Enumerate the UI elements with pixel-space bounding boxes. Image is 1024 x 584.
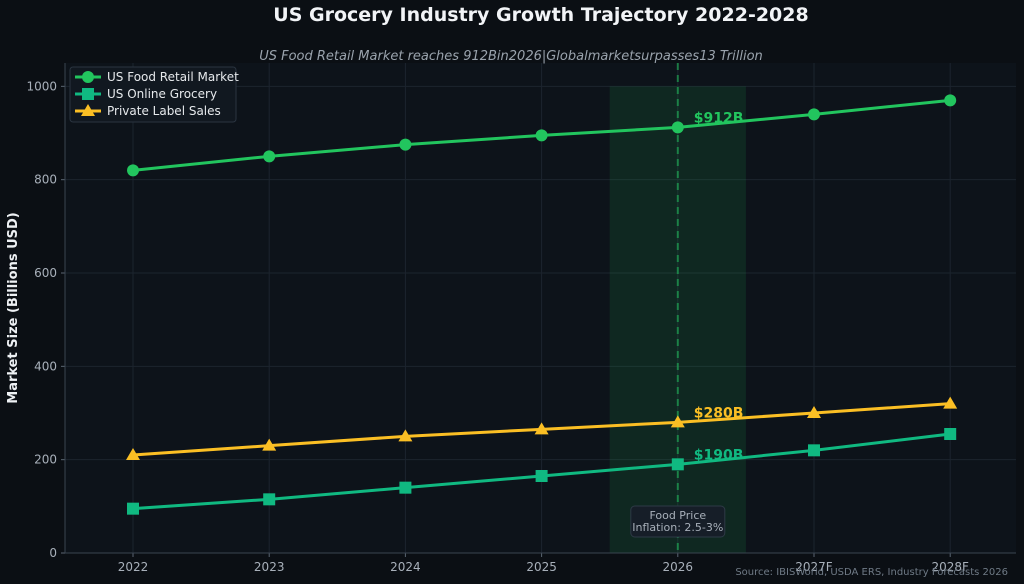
data-point bbox=[126, 448, 140, 460]
y-tick-label: 200 bbox=[34, 453, 57, 467]
data-point bbox=[127, 502, 139, 515]
data-point bbox=[671, 121, 684, 134]
data-point bbox=[127, 164, 139, 177]
data-point bbox=[399, 138, 412, 151]
y-tick-label: 0 bbox=[49, 546, 57, 560]
x-tick-label: 2024 bbox=[390, 560, 421, 574]
legend-item-label: US Food Retail Market bbox=[107, 70, 239, 84]
data-point bbox=[263, 493, 276, 506]
data-point bbox=[944, 94, 957, 107]
y-axis-label: Market Size (Billions USD) bbox=[6, 212, 21, 403]
x-tick-label: 2028F bbox=[931, 560, 969, 574]
source-note: Source: IBISWorld, USDA ERS, Industry Fo… bbox=[735, 567, 1008, 578]
data-point bbox=[534, 422, 549, 435]
annotation-line-1: Food Price bbox=[649, 509, 706, 522]
legend-swatch-marker bbox=[81, 104, 95, 116]
x-tick-label: 2022 bbox=[118, 560, 149, 574]
x-tick-label: 2023 bbox=[254, 560, 285, 574]
data-point bbox=[262, 438, 277, 451]
axes: 0 200 400 600 800 1000 2022 2023 2024 2025 2026 202… bbox=[26, 63, 1016, 574]
chart-title: US Grocery Industry Growth Trajectory 20… bbox=[273, 4, 808, 26]
legend-box bbox=[69, 66, 237, 123]
y-tick-label: 400 bbox=[34, 359, 57, 373]
data-label: $280B bbox=[694, 405, 744, 421]
data-point bbox=[399, 481, 412, 494]
y-tick-label: 800 bbox=[34, 173, 57, 187]
data-point bbox=[808, 108, 820, 121]
series-layer bbox=[126, 94, 958, 515]
legend: US Food Retail Market US Online Grocery Pr… bbox=[69, 66, 239, 123]
data-point bbox=[535, 470, 548, 482]
data-point bbox=[670, 415, 685, 428]
x-tick-label: 2026 bbox=[663, 560, 694, 574]
x-tick-label: 2025 bbox=[526, 560, 557, 574]
data-point bbox=[807, 406, 821, 418]
annotation-line-2: Inflation: 2.5-3% bbox=[632, 521, 723, 534]
data-labels-layer: $912B $190B $280B bbox=[694, 110, 744, 463]
y-tick-label: 600 bbox=[34, 266, 57, 280]
annotation-box bbox=[630, 505, 726, 538]
data-label: $190B bbox=[694, 447, 744, 463]
legend-item-label: Private Label Sales bbox=[107, 104, 221, 118]
y-tick-label: 1000 bbox=[26, 79, 57, 93]
legend-item-label: US Online Grocery bbox=[107, 87, 217, 101]
legend-swatch-marker bbox=[82, 88, 94, 100]
x-tick-label: 2027F bbox=[795, 560, 833, 574]
data-label: $912B bbox=[694, 110, 744, 126]
data-point bbox=[671, 458, 684, 471]
chart-subtitle: US Food Retail Market reaches 912Bin2026… bbox=[259, 49, 763, 64]
data-point bbox=[535, 129, 548, 142]
legend-swatch-marker bbox=[82, 71, 94, 83]
highlight-band-layer bbox=[609, 63, 746, 553]
data-point bbox=[943, 396, 958, 409]
data-point bbox=[944, 428, 957, 440]
data-point bbox=[398, 429, 413, 442]
data-point bbox=[808, 444, 820, 457]
data-point bbox=[263, 150, 276, 163]
